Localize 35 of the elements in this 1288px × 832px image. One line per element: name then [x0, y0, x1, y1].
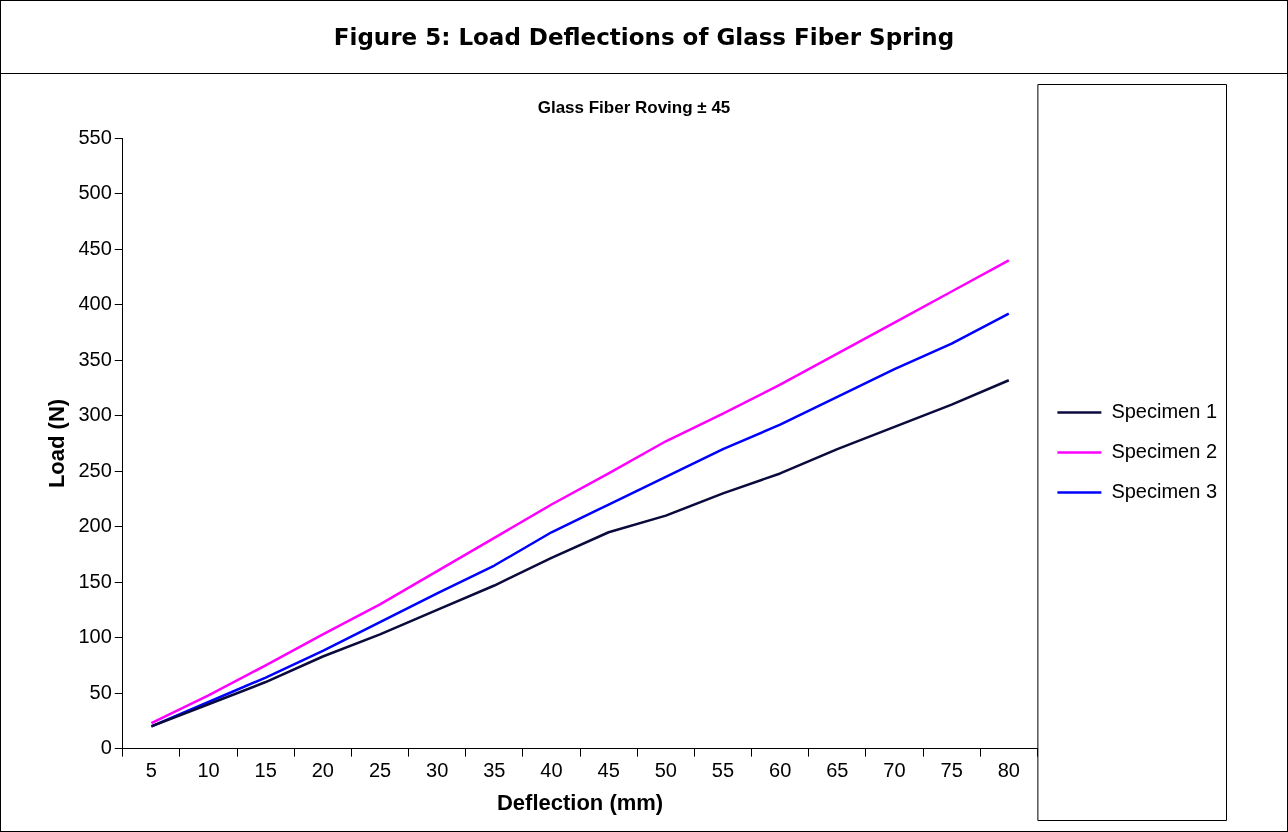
y-tick-label: 550 [78, 125, 112, 148]
y-tick-label: 500 [78, 181, 112, 204]
x-tick-label: 80 [997, 759, 1020, 782]
y-tick-label: 300 [78, 403, 112, 426]
y-axis-title: Load (N) [44, 398, 70, 489]
y-tick-label: 400 [78, 292, 112, 315]
x-tick-label: 20 [311, 759, 334, 782]
x-tick-label: 75 [940, 759, 963, 782]
x-tick-label: 30 [426, 759, 449, 782]
y-tick-label: 0 [100, 736, 112, 759]
y-tick-label: 200 [78, 514, 112, 537]
y-tick-label: 50 [89, 680, 112, 703]
x-axis-title: Deflection (mm) [496, 789, 664, 815]
chart-title: Figure 5: Load Deflections of Glass Fiber Spring [1, 1, 1287, 74]
x-tick-label: 60 [769, 759, 792, 782]
x-tick-label: 10 [197, 759, 220, 782]
x-tick-label: 5 [145, 759, 157, 782]
chart-subtitle: Glass Fiber Roving ± 45 [537, 97, 731, 117]
legend-label: Specimen 2 [1111, 440, 1218, 463]
x-tick-label: 35 [483, 759, 506, 782]
x-tick-label: 65 [826, 759, 849, 782]
x-tick-label: 15 [254, 759, 277, 782]
y-tick-label: 450 [78, 236, 112, 259]
y-tick-label: 150 [78, 569, 112, 592]
x-tick-label: 50 [654, 759, 677, 782]
y-tick-label: 350 [78, 347, 112, 370]
x-tick-label: 70 [883, 759, 906, 782]
x-tick-label: 40 [540, 759, 563, 782]
x-tick-label: 55 [711, 759, 735, 782]
y-tick-label: 250 [78, 458, 112, 481]
legend-label: Specimen 1 [1111, 400, 1218, 423]
y-tick-label: 100 [78, 625, 112, 648]
legend-label: Specimen 3 [1111, 480, 1218, 503]
x-tick-label: 45 [597, 759, 620, 782]
x-tick-label: 25 [368, 759, 392, 782]
